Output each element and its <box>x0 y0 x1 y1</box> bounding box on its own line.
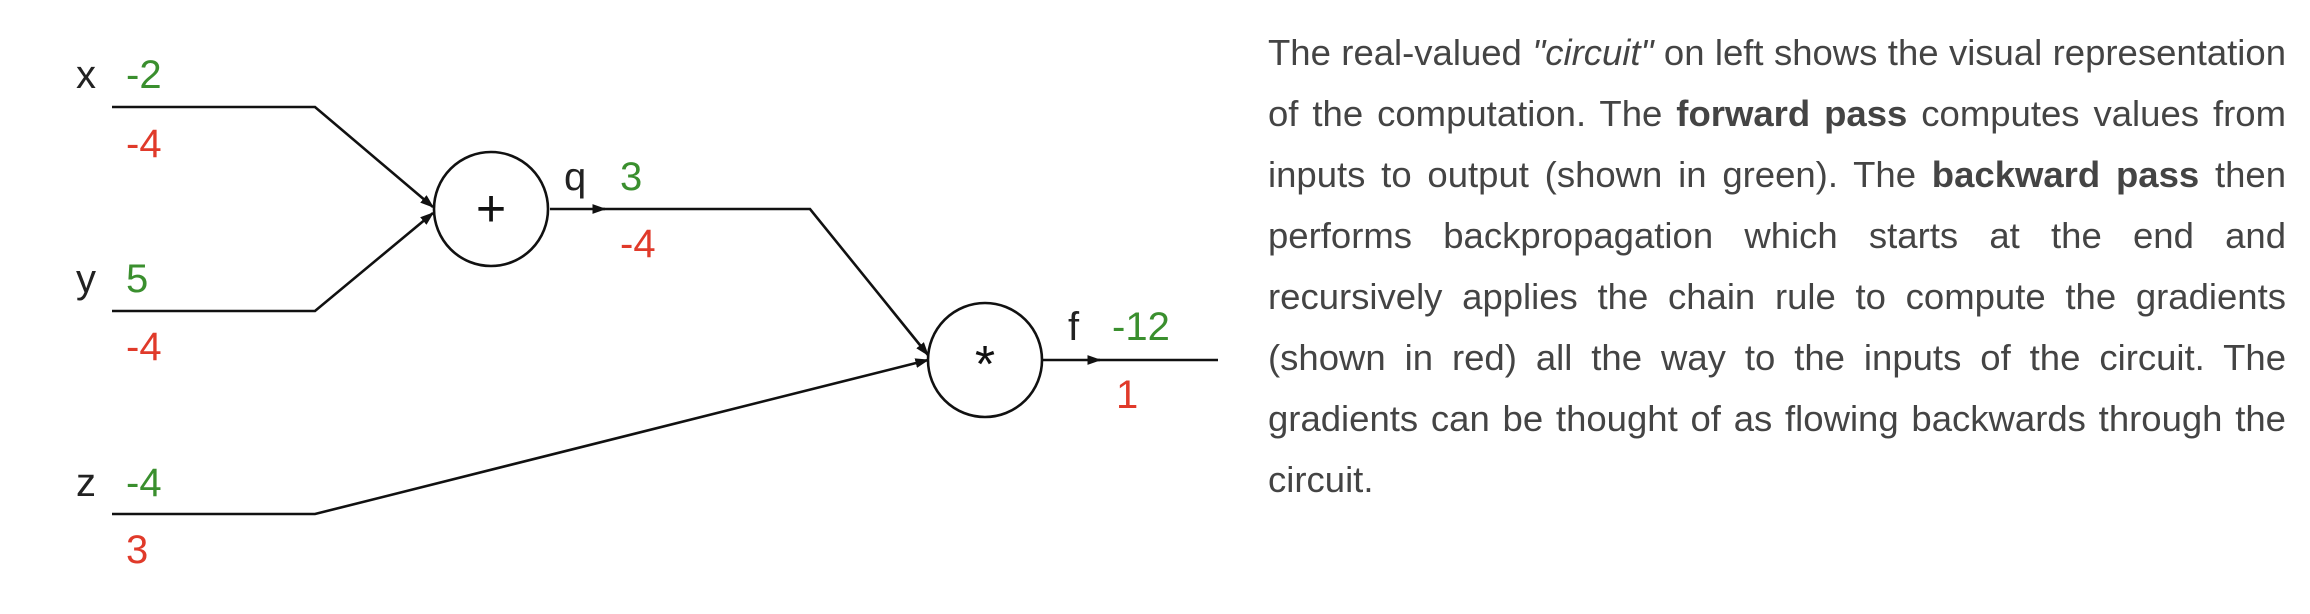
wire-z <box>112 358 930 516</box>
add-gate-node <box>432 150 550 268</box>
input-x-forward-value: -2 <box>126 53 162 97</box>
circuit-emphasis: "circuit" <box>1532 32 1654 73</box>
f-forward-value: -12 <box>1112 305 1170 349</box>
input-x-name: x <box>76 53 96 97</box>
explanation-paragraph: The real-valued "circuit" on left shows … <box>1268 22 2286 510</box>
f-name: f <box>1068 305 1080 349</box>
q-gradient-value: -4 <box>620 222 656 266</box>
wire-x <box>112 105 435 208</box>
input-z-name: z <box>76 461 96 505</box>
multiply-gate-node <box>926 301 1044 419</box>
input-y-gradient-value: -4 <box>126 325 162 369</box>
explanation-text-3: computes values from inputs to output (s… <box>1268 93 2286 195</box>
input-z-forward-value: -4 <box>126 461 162 505</box>
multiply-gate-symbol: * <box>975 336 995 394</box>
add-gate-symbol: + <box>476 180 506 238</box>
computation-circuit-diagram: + * x -2 -4 y 5 -4 z -4 3 q 3 -4 f -12 1 <box>76 53 1218 572</box>
input-z-gradient-value: 3 <box>126 528 148 572</box>
q-name: q <box>564 155 586 199</box>
q-forward-value: 3 <box>620 155 642 199</box>
wire-y <box>112 211 435 313</box>
backward-pass-term: backward pass <box>1931 154 2200 195</box>
f-gradient-value: 1 <box>1116 373 1138 417</box>
wire-q <box>600 207 930 357</box>
input-y-forward-value: 5 <box>126 257 148 301</box>
explanation-text-2: on left shows the visual representation … <box>1268 32 2286 134</box>
forward-pass-term: forward pass <box>1676 93 1908 134</box>
input-y-name: y <box>76 257 96 301</box>
explanation-text-4: then performs backpropagation which star… <box>1268 154 2286 500</box>
explanation-text-1: The real-valued <box>1268 32 1533 73</box>
input-x-gradient-value: -4 <box>126 122 162 166</box>
